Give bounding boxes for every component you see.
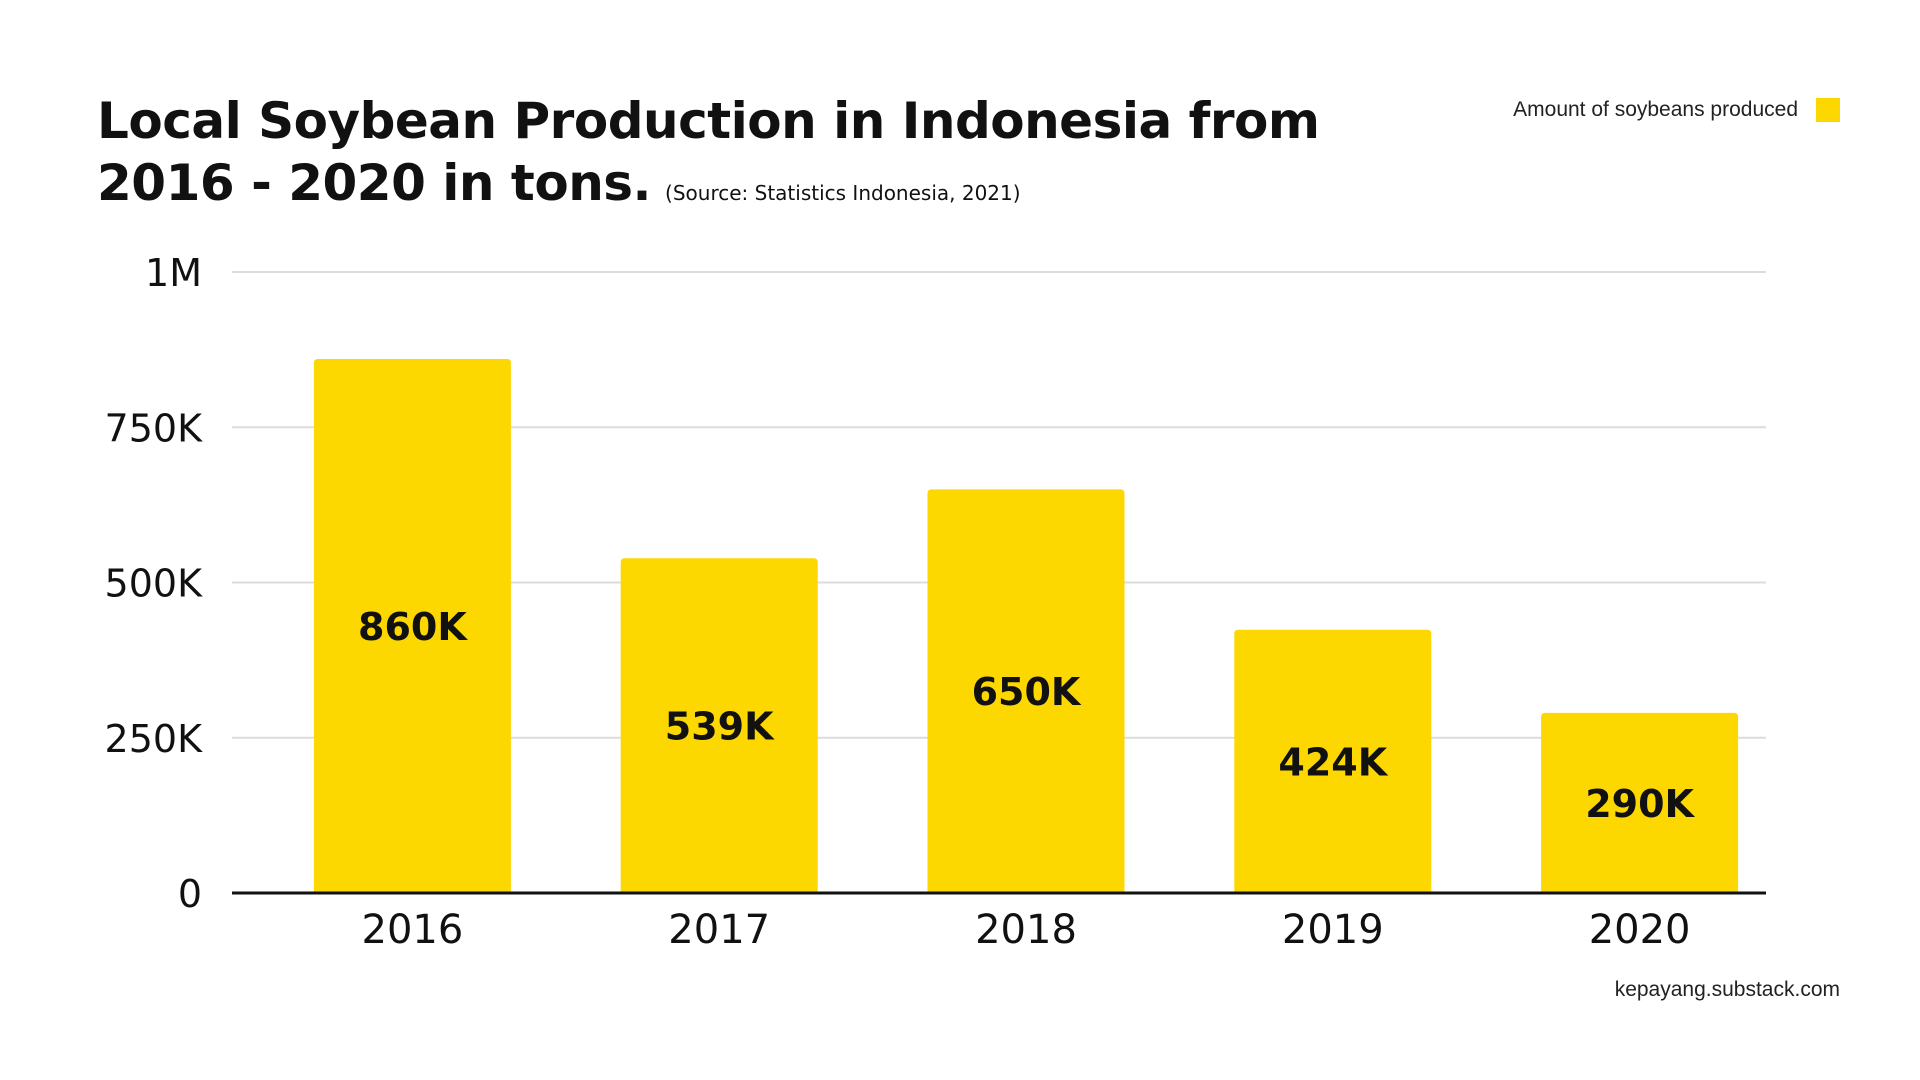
bar-2017 xyxy=(620,558,818,893)
x-tick-label-2016: 2016 xyxy=(362,907,464,953)
chart-title-line-2-text: 2016 - 2020 in tons. xyxy=(97,154,652,212)
data-label-2016: 860K xyxy=(358,605,468,649)
data-labels: 860K 539K 650K 424K 290K xyxy=(358,605,1696,826)
bar-2016 xyxy=(313,358,511,893)
y-tick-label: 0 xyxy=(178,872,202,916)
y-tick-label: 1M xyxy=(145,251,202,295)
legend: Amount of soybeans produced xyxy=(1513,98,1840,122)
legend-swatch xyxy=(1816,98,1840,122)
bar-2019 xyxy=(1234,629,1432,893)
chart-title-line-2: 2016 - 2020 in tons. (Source: Statistics … xyxy=(97,152,1337,224)
data-label-2020: 290K xyxy=(1585,782,1695,826)
x-tick-label-2017: 2017 xyxy=(668,907,770,953)
data-label-2019: 424K xyxy=(1278,740,1388,784)
y-tick-label: 500K xyxy=(105,562,204,606)
legend-label: Amount of soybeans produced xyxy=(1513,98,1798,121)
bars xyxy=(313,358,1739,893)
bar-2018 xyxy=(927,489,1125,893)
y-tick-label: 250K xyxy=(105,717,204,761)
footer-credit: kepayang.substack.com xyxy=(1614,978,1840,1001)
data-label-2017: 539K xyxy=(665,705,775,749)
x-tick-label-2018: 2018 xyxy=(975,907,1077,953)
data-label-2018: 650K xyxy=(972,670,1082,714)
bar-2020 xyxy=(1541,712,1739,893)
x-tick-label-2019: 2019 xyxy=(1282,907,1384,953)
x-axis: 2016 2017 2018 2019 2020 xyxy=(232,891,1766,953)
y-tick-label: 750K xyxy=(105,406,204,450)
chart-title-line-1: Local Soybean Production in Indonesia fr… xyxy=(97,92,1320,150)
y-axis: 0 250K 500K 750K 1M xyxy=(105,251,204,916)
x-tick-label-2020: 2020 xyxy=(1589,907,1691,953)
chart-title: Local Soybean Production in Indonesia fr… xyxy=(97,90,1337,224)
chart-source: (Source: Statistics Indonesia, 2021) xyxy=(665,181,1021,205)
